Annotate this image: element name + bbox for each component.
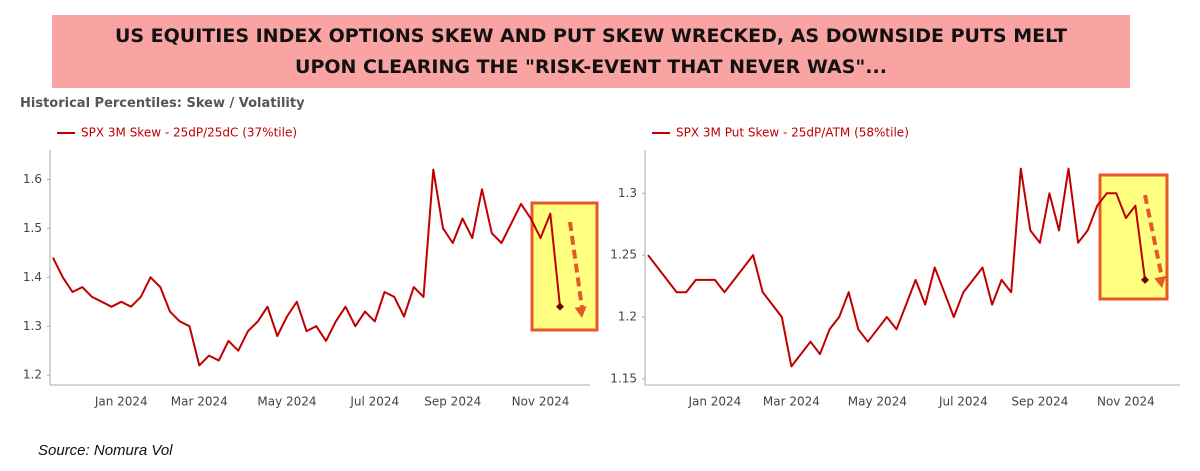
end-marker [1141,275,1149,284]
y-tick-label: 1.2 [618,309,637,323]
y-tick-label: 1.6 [23,172,42,186]
arrow [568,221,584,309]
arrow-head [1154,276,1166,288]
y-tick-label: 1.3 [23,319,42,333]
x-tick-label: Jul 2024 [938,395,988,409]
end-marker [556,302,564,311]
x-tick-label: Mar 2024 [763,395,820,409]
y-tick-label: 1.25 [610,248,637,262]
y-tick-label: 1.5 [23,221,42,235]
x-tick-label: Jul 2024 [349,395,399,409]
x-tick-label: Mar 2024 [171,395,228,409]
subtitle: Historical Percentiles: Skew / Volatilit… [20,96,305,111]
series-line [52,168,561,367]
title: US EQUITIES INDEX OPTIONS SKEW AND PUT S… [114,24,1068,78]
y-tick-label: 1.4 [23,270,42,284]
source: Source: Nomura Vol [38,442,173,459]
banner: US EQUITIES INDEX OPTIONS SKEW AND PUT S… [52,15,1130,88]
arrow [1143,194,1164,279]
legend-label: SPX 3M Skew - 25dP/25dC (37%tile) [81,126,297,140]
y-tick-label: 1.2 [23,368,42,382]
series-line [647,167,1146,368]
x-tick-label: Nov 2024 [512,395,570,409]
y-tick-label: 1.15 [610,371,637,385]
x-tick-label: May 2024 [848,395,907,409]
x-tick-label: May 2024 [257,395,316,409]
x-tick-label: Jan 2024 [94,395,148,409]
x-tick-label: Sep 2024 [1011,395,1068,409]
x-tick-label: Sep 2024 [424,395,481,409]
x-tick-label: Jan 2024 [687,395,741,409]
legend-label: SPX 3M Put Skew - 25dP/ATM (58%tile) [676,126,909,140]
y-tick-label: 1.3 [618,186,637,200]
x-tick-label: Nov 2024 [1097,395,1155,409]
arrow-head [574,306,587,318]
highlight-box [530,201,599,332]
